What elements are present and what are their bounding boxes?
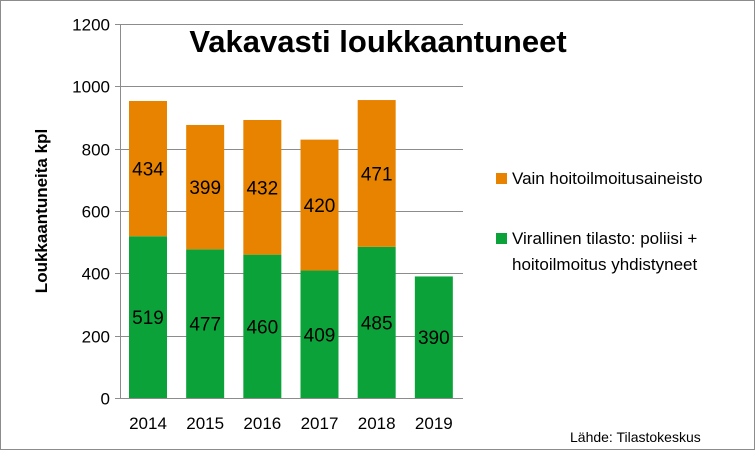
data-label: 434 [132,160,164,181]
y-tick-label: 200 [82,328,110,347]
y-tick-label: 800 [82,141,110,160]
bar-segment [186,124,225,250]
bar-segment [129,100,167,237]
legend-label: Virallinen tilasto: poliisi + [512,229,697,248]
bar-segment [357,246,396,398]
data-label: 432 [246,178,278,199]
data-label: 399 [189,178,221,199]
source-note: Lähde: Tilastokeskus [570,429,701,445]
data-label: 471 [361,164,393,185]
legend-swatch [496,233,507,244]
data-label: 485 [361,313,393,334]
y-tick-label: 1200 [72,16,110,35]
data-label: 420 [304,196,336,217]
y-tick-label: 0 [101,390,110,409]
data-label: 477 [189,315,221,336]
bar-segment [186,249,225,398]
x-tick-label: 2017 [301,414,339,433]
x-tick-label: 2019 [415,414,453,433]
bar-segment [300,270,339,398]
y-tick-label: 600 [82,203,110,222]
y-axis-label: Loukkaantuneita kpl [32,129,51,293]
chart-title: Vakavasti loukkaantuneet [189,24,566,59]
y-tick-label: 400 [82,265,110,284]
bar-segment [300,139,339,271]
bar-segment [357,100,396,247]
data-label: 409 [304,325,336,346]
data-label: 390 [418,328,450,349]
bar-segment [129,236,167,398]
legend-label: hoitoilmoitus yhdistyneet [512,255,697,274]
y-tick-label: 1000 [72,78,110,97]
legend-swatch [496,173,507,184]
x-tick-label: 2016 [243,414,281,433]
bar-segment [243,254,282,398]
x-tick-label: 2015 [186,414,224,433]
data-label: 460 [246,317,278,338]
legend-label: Vain hoitoilmoitusaineisto [512,169,703,188]
bar-segment [243,119,282,255]
x-tick-label: 2018 [358,414,396,433]
x-tick-label: 2014 [129,414,167,433]
data-label: 519 [132,308,164,329]
bar-segment [414,276,453,398]
